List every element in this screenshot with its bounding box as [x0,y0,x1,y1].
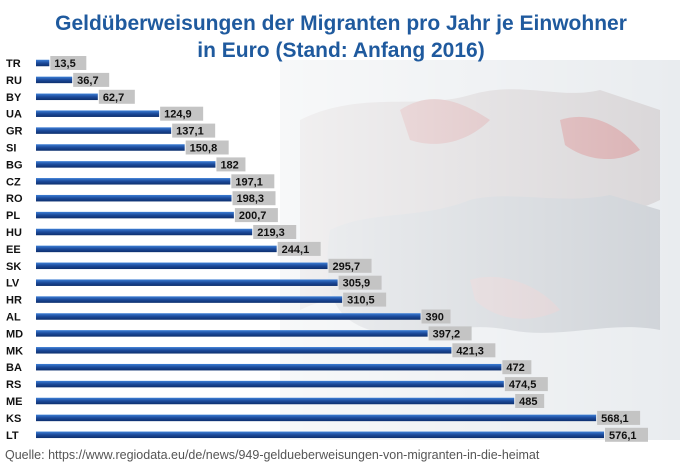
value-label-background [605,427,648,442]
value-label: 13,5 [54,58,75,70]
bar [36,228,253,236]
value-label-background [231,174,275,189]
chart-title-line-2: in Euro (Stand: Anfang 2016) [197,39,485,62]
category-label: AL [6,312,21,324]
value-label: 182 [220,159,238,171]
value-label-background [172,123,216,138]
bar [36,431,604,439]
value-label-background [515,394,545,408]
value-label-background [185,140,229,155]
value-label-background [50,56,87,70]
value-label: 397,2 [433,328,461,340]
category-label: RU [6,75,22,87]
value-label-background [277,241,321,256]
value-label-background [452,343,496,358]
category-label: BG [6,159,23,171]
category-label: HU [6,227,22,239]
category-label: TR [6,58,21,70]
bar [36,262,328,270]
bar [36,127,172,134]
value-label-background [421,309,451,324]
value-label-background [338,275,382,290]
bar [36,279,338,286]
value-label: 219,3 [257,227,285,239]
bar [36,110,160,117]
category-label: LT [6,430,19,442]
category-label: CZ [6,176,21,188]
bar [36,161,216,168]
category-label: RO [6,193,23,205]
bar [36,93,98,101]
source-note: Quelle: https://www.regiodata.eu/de/news… [5,448,540,462]
bar [36,397,515,405]
value-label: 198,3 [237,193,265,205]
bar [36,211,234,219]
value-label: 150,8 [190,143,218,155]
category-label: SK [6,261,21,273]
bar [36,363,502,371]
value-label-background [253,225,297,239]
value-label-background [504,377,548,392]
category-label: EE [6,244,21,256]
category-label: GR [6,126,23,138]
bar [36,296,343,303]
value-label: 421,3 [456,345,484,357]
value-label: 305,9 [343,278,371,290]
bar [36,347,452,354]
value-label-background [328,258,372,273]
value-label: 62,7 [103,92,124,104]
bar [36,194,232,202]
chart-title-line-1: Geldüberweisungen der Migranten pro Jahr… [55,12,627,35]
value-label: 36,7 [77,75,98,87]
category-label: MK [6,345,23,357]
bar [36,330,428,337]
value-label: 485 [519,396,537,408]
value-label: 310,5 [347,295,375,307]
chart-title: Geldüberweisungen der Migranten pro Jahr… [0,10,682,64]
value-label-background [502,360,532,375]
bar [36,178,231,185]
category-label: RS [6,379,21,391]
bar [36,414,597,422]
bar [36,313,421,320]
value-label: 472 [506,362,524,374]
value-label-background [73,72,110,87]
value-label: 244,1 [282,244,310,256]
bar [36,59,50,67]
category-label: BY [6,92,22,104]
value-label: 137,1 [176,126,204,138]
value-label-background [98,89,135,104]
category-label: ME [6,396,23,408]
bar [36,144,185,151]
value-label: 197,1 [235,176,263,188]
value-label: 390 [426,312,444,324]
value-label: 124,9 [164,109,192,121]
category-label: LV [6,278,20,290]
category-label: KS [6,413,21,425]
value-label: 568,1 [601,413,629,425]
category-label: MD [6,328,23,340]
category-label: PL [6,210,20,222]
bar [36,76,73,84]
value-label-background [232,191,276,206]
value-label: 295,7 [333,261,361,273]
bar [36,380,504,388]
value-label-background [343,292,387,307]
bar [36,245,277,253]
category-label: BA [6,362,22,374]
value-label-background [216,157,246,172]
category-label: SI [6,143,16,155]
value-label: 200,7 [239,210,267,222]
value-label: 576,1 [609,430,637,442]
value-label: 474,5 [509,379,537,391]
category-label: UA [6,109,22,121]
category-label: HR [6,295,22,307]
value-label-background [428,326,472,341]
value-label-background [597,410,641,425]
value-label-background [234,208,278,223]
value-label-background [160,106,204,121]
